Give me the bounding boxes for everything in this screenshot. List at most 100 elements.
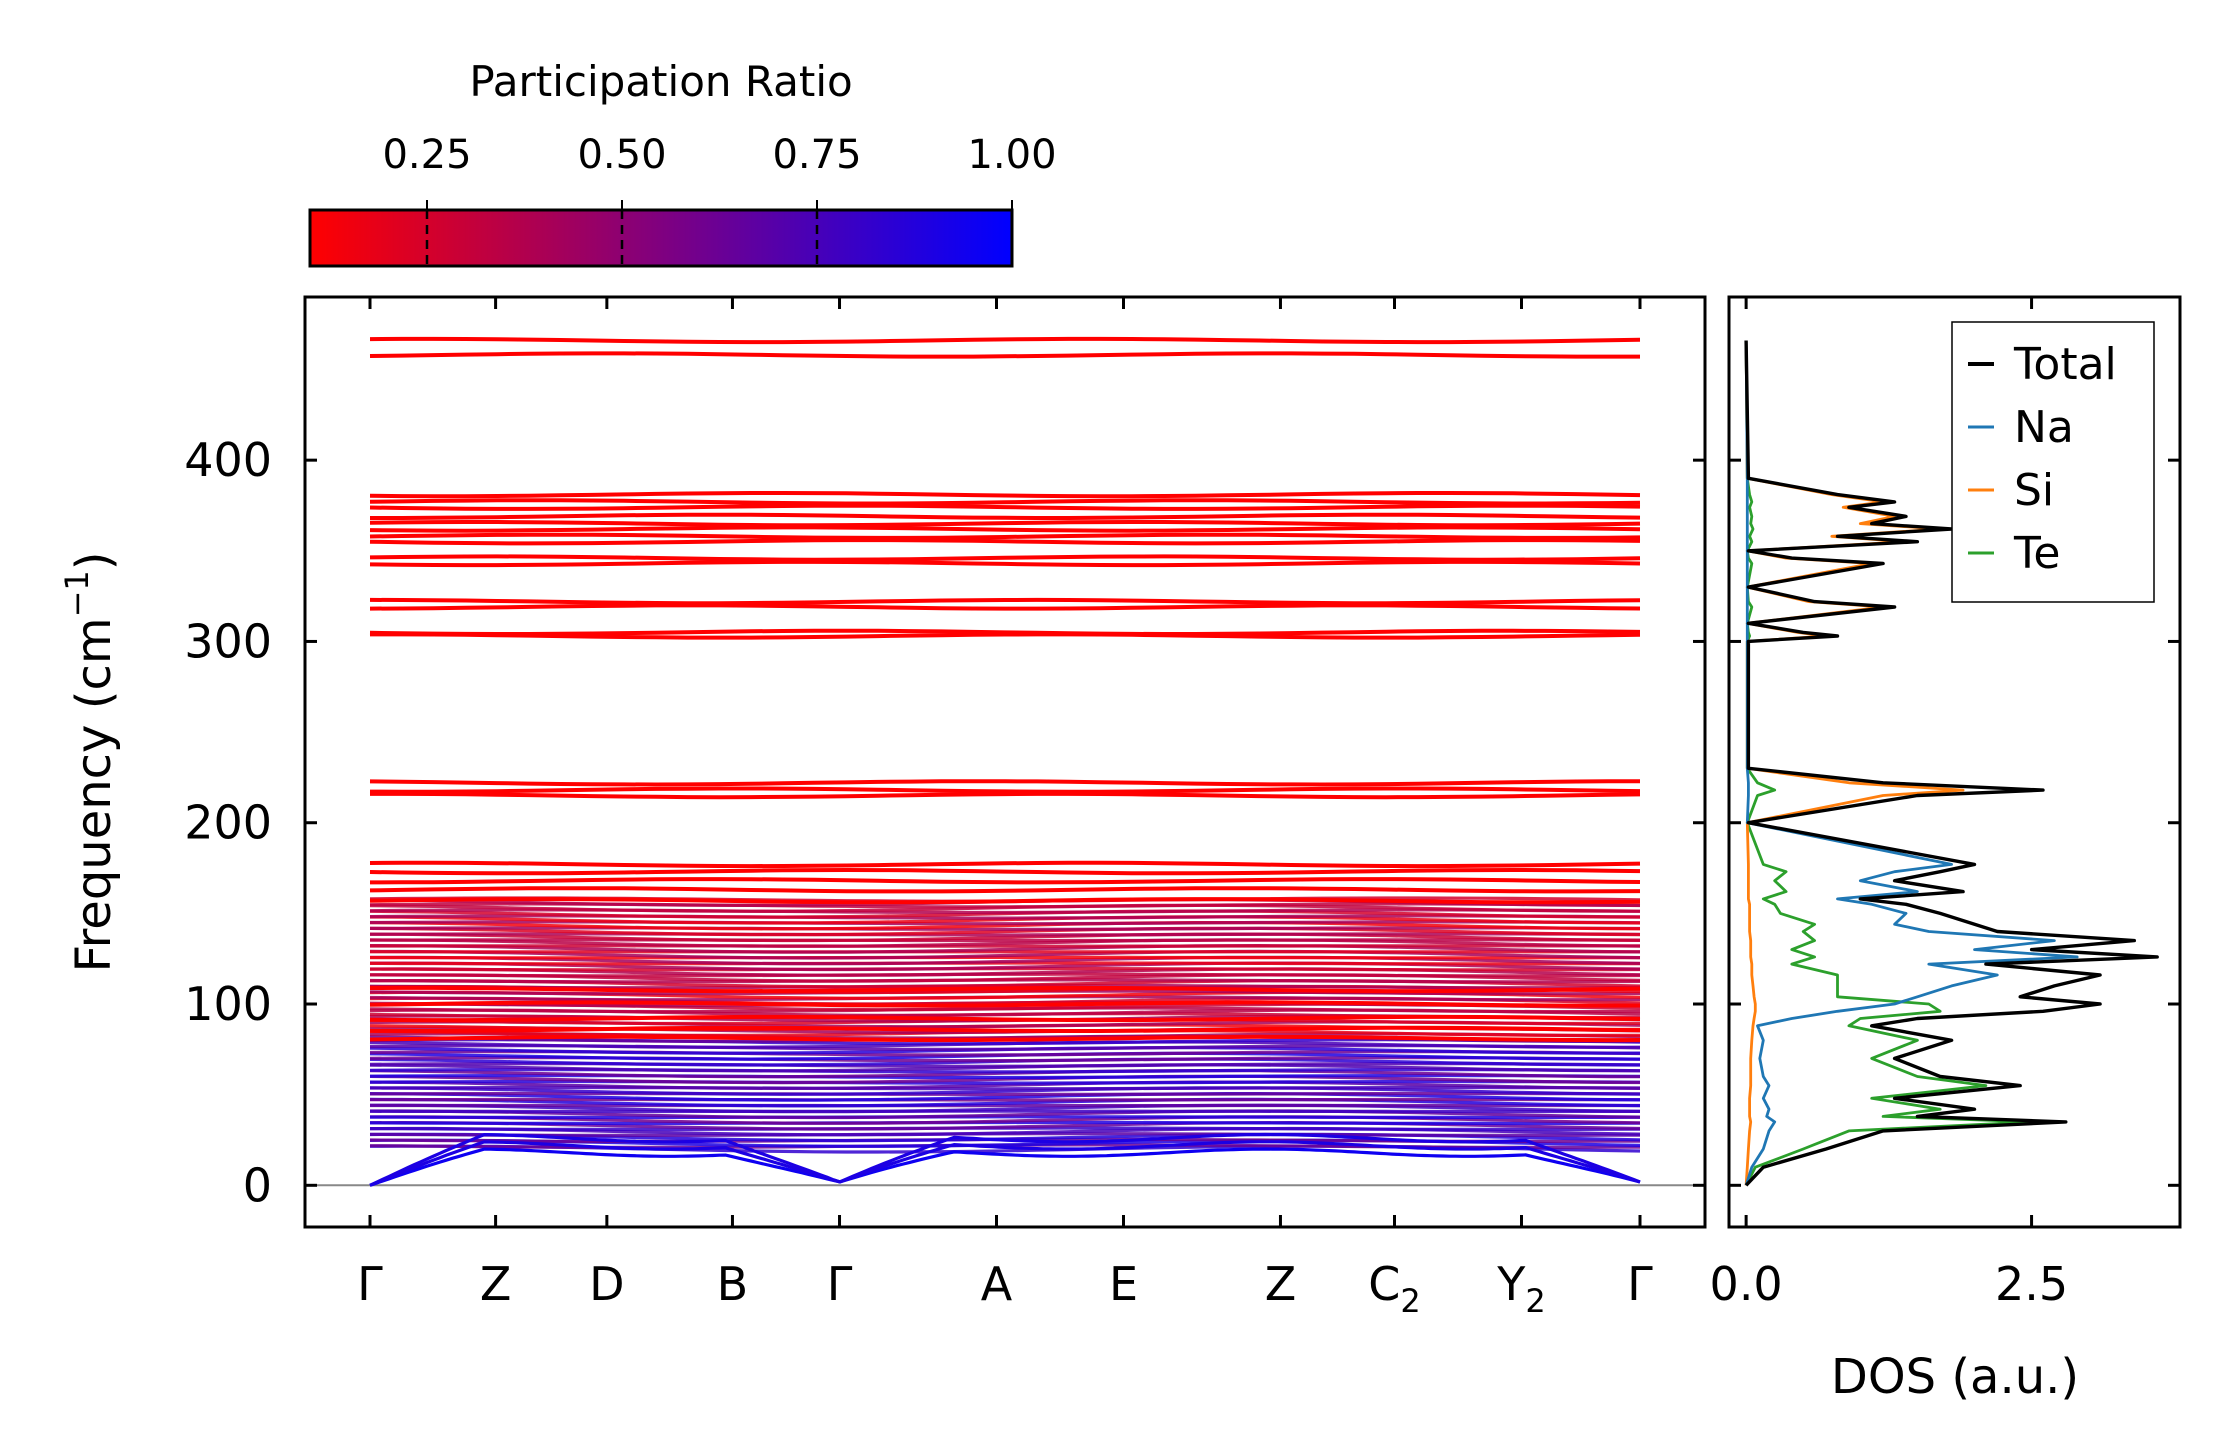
phonon-band	[370, 512, 1641, 520]
phonon-band	[370, 632, 1641, 640]
y-tick-label: 400	[184, 433, 272, 487]
k-point-name: B	[717, 1257, 749, 1311]
phonon-band	[369, 779, 1641, 787]
k-point-name: Z	[1265, 1257, 1297, 1311]
phonon-band	[369, 1073, 1641, 1080]
dos-x-tick-label: 0.0	[1710, 1257, 1783, 1311]
phonon-band	[369, 603, 1641, 611]
phonon-band	[369, 1000, 1641, 1008]
phonon-band	[369, 926, 1641, 937]
phonon-band	[369, 926, 1641, 931]
phonon-band	[369, 949, 1641, 960]
phonon-band	[369, 914, 1641, 920]
phonon-band	[369, 920, 1641, 926]
y-tick-label: 300	[184, 614, 272, 668]
phonon-band	[369, 877, 1641, 885]
phonon-band	[369, 628, 1641, 636]
phonon-band	[369, 554, 1641, 562]
k-point-name: C	[1368, 1257, 1400, 1311]
phonon-band	[369, 920, 1641, 931]
phonon-band	[369, 985, 1641, 994]
y-tick-label: 0	[243, 1158, 272, 1212]
colorbar: Participation Ratio 0.25 0.50 0.75 1.00	[308, 57, 1057, 268]
phonon-band	[369, 1025, 1641, 1033]
phonon-band	[369, 1097, 1641, 1108]
phonon-band	[369, 932, 1641, 937]
colorbar-tick-label: 1.00	[967, 132, 1056, 178]
y-axis-label: Frequency (cm−1)	[58, 551, 122, 972]
phonon-band	[369, 897, 1641, 905]
phonon-band	[369, 1079, 1641, 1085]
phonon-band	[369, 498, 1641, 506]
dos-x-tick-label: 2.5	[1995, 1257, 2068, 1311]
colorbar-title: Participation Ratio	[469, 57, 852, 106]
phonon-band	[369, 597, 1641, 606]
k-point-label: E	[1109, 1257, 1138, 1311]
k-point-label: Γ	[1627, 1257, 1653, 1311]
k-point-name: Γ	[827, 1257, 853, 1311]
colorbar-tick-label: 0.75	[772, 132, 861, 178]
phonon-band	[369, 1115, 1641, 1120]
k-point-subscript: 2	[1400, 1282, 1420, 1320]
phonon-band	[369, 932, 1641, 943]
phonon-band	[369, 1080, 1641, 1091]
k-point-name: E	[1109, 1257, 1138, 1311]
legend-label-te: Te	[2013, 528, 2060, 579]
k-point-name: Y	[1496, 1257, 1526, 1311]
acoustic-band	[369, 1132, 1641, 1187]
dos-panel: 0.0 2.5 DOS (a.u.) Total Na Si Te	[1710, 295, 2182, 1405]
phonon-band	[369, 491, 1641, 499]
legend-label-na: Na	[2014, 402, 2074, 453]
dos-series-na	[1744, 340, 2079, 1186]
dos-x-axis-label: DOS (a.u.)	[1831, 1349, 2079, 1405]
phonon-band	[369, 336, 1641, 345]
phonon-band	[369, 786, 1641, 794]
k-point-subscript: 2	[1525, 1282, 1545, 1320]
legend-label-total: Total	[2013, 339, 2117, 390]
k-point-name: Γ	[357, 1257, 383, 1311]
k-point-name: A	[981, 1257, 1013, 1311]
phonon-band	[369, 1091, 1641, 1102]
phonon-band	[369, 1014, 1641, 1023]
phonon-band	[369, 1034, 1641, 1043]
phonon-band	[369, 1074, 1641, 1085]
dos-series-total	[1744, 340, 2159, 1187]
band-axes-frame	[303, 295, 1707, 1229]
colorbar-tick-label: 0.50	[577, 132, 666, 178]
dos-axes-frame	[1727, 295, 2182, 1229]
k-point-label: B	[717, 1257, 749, 1311]
acoustic-band	[369, 1140, 1641, 1187]
phonon-band	[369, 1086, 1641, 1096]
phonon-band	[370, 1097, 1641, 1102]
phonon-band	[369, 961, 1641, 966]
legend-box	[1951, 321, 2155, 603]
k-point-label: A	[981, 1257, 1013, 1311]
dos-series-si	[1744, 340, 1965, 1186]
phonon-band	[369, 860, 1641, 869]
phonon-band	[369, 503, 1641, 511]
y-tick-label: 100	[184, 977, 272, 1031]
acoustic-band	[369, 1147, 1641, 1187]
phonon-band	[369, 559, 1641, 568]
phonon-band	[369, 532, 1641, 540]
phonon-band	[369, 351, 1640, 359]
k-point-label: D	[589, 1257, 624, 1311]
phonon-band	[369, 1085, 1641, 1091]
phonon-band	[369, 520, 1641, 528]
legend: Total Na Si Te	[1951, 321, 2155, 603]
phonon-band	[370, 1103, 1641, 1114]
phonon-band	[369, 886, 1641, 894]
k-point-label: Z	[1265, 1257, 1297, 1311]
k-point-label: Γ	[827, 1257, 853, 1311]
k-point-label: Z	[480, 1257, 512, 1311]
phonon-band	[369, 538, 1641, 546]
phonon-band	[370, 791, 1641, 800]
k-point-name: D	[589, 1257, 624, 1311]
k-point-name: Γ	[1627, 1257, 1653, 1311]
phonon-band	[369, 1091, 1641, 1097]
colorbar-gradient	[308, 208, 1014, 268]
k-point-label: C2	[1368, 1257, 1420, 1320]
phonon-band	[369, 943, 1641, 954]
